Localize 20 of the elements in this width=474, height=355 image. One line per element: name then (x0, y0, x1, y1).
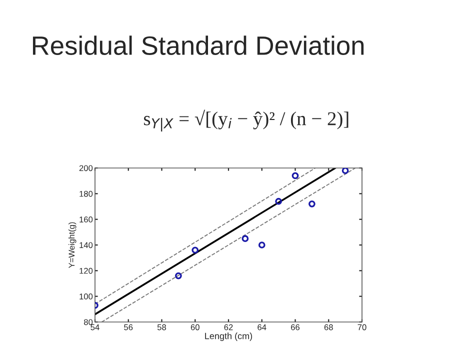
x-axis-title: Length (cm) (205, 332, 252, 341)
x-tick-label: 68 (324, 324, 333, 330)
x-tick-label: 56 (124, 324, 133, 330)
x-tick-label: 64 (258, 324, 266, 330)
y-tick-label: 100 (80, 294, 93, 300)
text: s$_{Y|X}$ = √[(y$_{i}$ − ŷ)² / (n − 2)] (144, 110, 348, 132)
y-tick-label: 200 (79, 165, 93, 172)
y-tick-label: 160 (80, 216, 93, 222)
x-tick-label: 70 (358, 324, 366, 330)
y-tick-label: 80 (84, 319, 93, 326)
x-tick-label: 62 (224, 324, 233, 330)
y-tick-label: 180 (80, 190, 93, 197)
chart-title: Residual Standard Deviation (32, 36, 364, 56)
x-tick-label: 66 (291, 324, 300, 330)
y-tick-label: 120 (80, 268, 93, 274)
x-tick-label: 54 (90, 324, 100, 330)
x-tick-label: 60 (190, 324, 200, 330)
y-axis-title: Y=Weight(g) (68, 222, 76, 268)
y-tick-label: 140 (80, 242, 93, 248)
x-tick-label: 58 (157, 324, 166, 330)
